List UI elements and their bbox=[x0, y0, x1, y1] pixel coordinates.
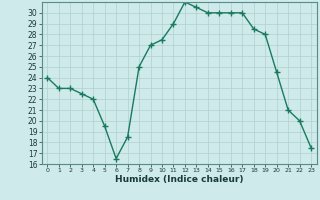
X-axis label: Humidex (Indice chaleur): Humidex (Indice chaleur) bbox=[115, 175, 244, 184]
